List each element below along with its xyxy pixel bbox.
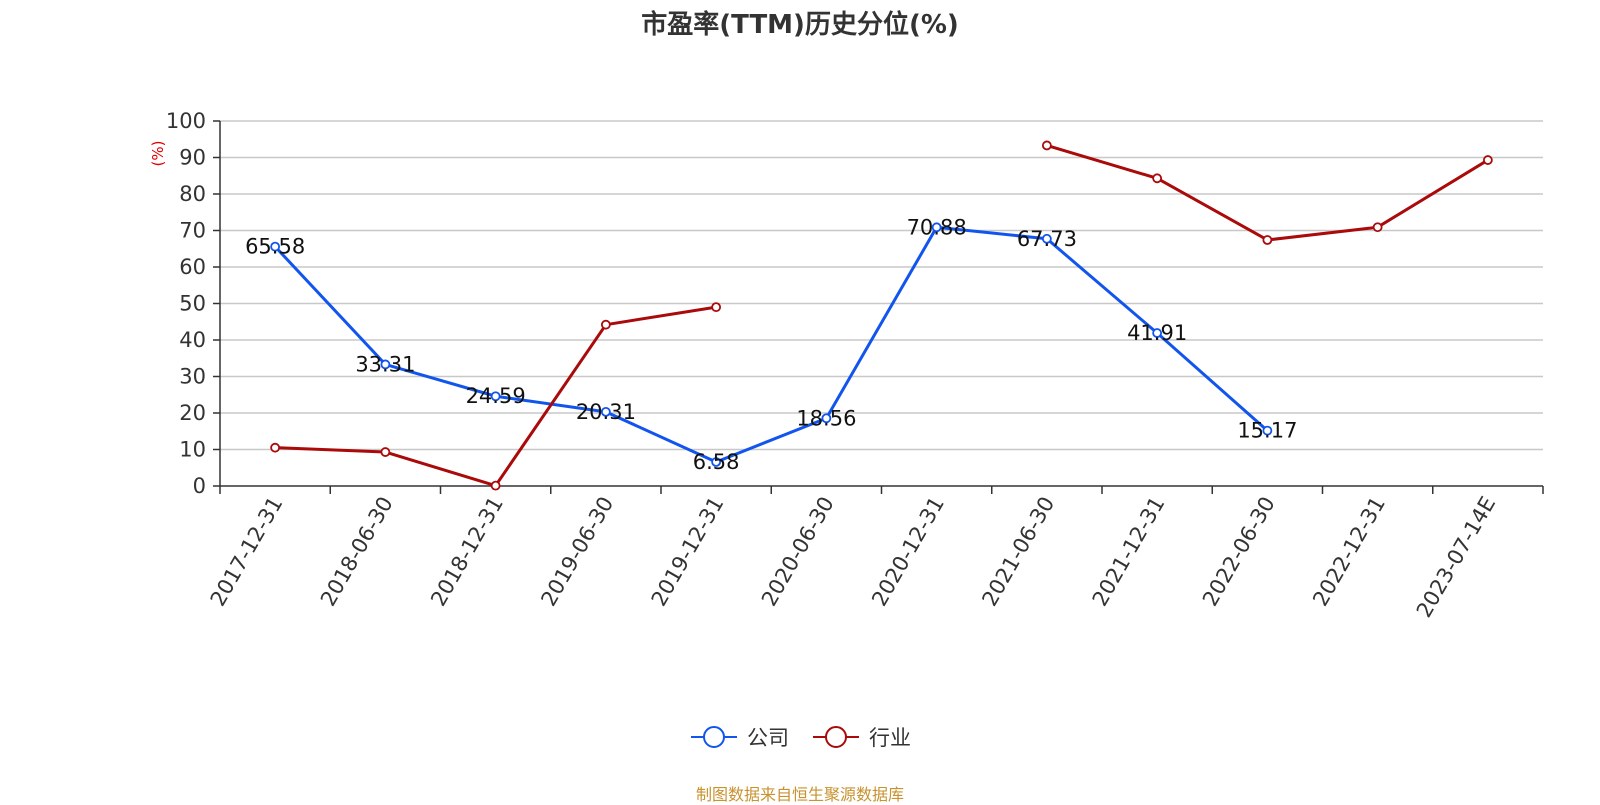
data-point bbox=[1262, 235, 1273, 245]
series-0 bbox=[274, 225, 1269, 464]
data-label: 15.17 bbox=[1237, 419, 1297, 443]
data-point bbox=[270, 241, 281, 252]
y-tick-label: 70 bbox=[179, 219, 206, 243]
series-line bbox=[274, 225, 1269, 464]
data-point bbox=[1041, 140, 1052, 151]
data-point bbox=[1041, 233, 1052, 244]
data-point bbox=[1152, 173, 1163, 184]
x-tick-label: 2021-06-30 bbox=[977, 493, 1059, 611]
y-tick-label: 20 bbox=[179, 401, 206, 425]
data-label: 24.59 bbox=[466, 384, 526, 408]
data-point bbox=[490, 480, 501, 491]
data-point bbox=[1372, 222, 1383, 233]
data-point bbox=[711, 457, 722, 467]
data-point bbox=[380, 447, 391, 457]
y-tick-label: 10 bbox=[179, 438, 206, 462]
legend-label-company: 公司 bbox=[747, 726, 789, 750]
data-point bbox=[600, 319, 611, 330]
data-label: 65.58 bbox=[245, 235, 305, 259]
data-point bbox=[270, 442, 281, 453]
chart-title: 市盈率(TTM)历史分位(%) bbox=[641, 10, 959, 40]
data-label: 18.56 bbox=[796, 406, 856, 430]
legend-item-industry[interactable]: 行业 bbox=[811, 722, 911, 752]
data-label: 70.88 bbox=[907, 215, 967, 239]
data-point bbox=[1262, 425, 1273, 436]
data-point bbox=[380, 359, 391, 370]
data-point bbox=[1482, 155, 1493, 165]
data-point bbox=[821, 413, 832, 424]
legend-item-company[interactable]: 公司 bbox=[689, 722, 789, 752]
x-tick-label: 2018-06-30 bbox=[316, 493, 398, 611]
legend-label-industry: 行业 bbox=[869, 726, 911, 750]
x-tick-label: 2020-12-31 bbox=[867, 493, 949, 611]
y-tick-label: 80 bbox=[179, 182, 206, 206]
data-label: 67.73 bbox=[1017, 227, 1077, 251]
x-tick-label: 2022-06-30 bbox=[1198, 493, 1280, 611]
data-point bbox=[711, 302, 722, 313]
series-line bbox=[1046, 144, 1489, 242]
data-point bbox=[1152, 328, 1163, 338]
data-source-note: 制图数据来自恒生聚源数据库 bbox=[695, 785, 904, 804]
data-point bbox=[490, 391, 501, 402]
x-tick-label: 2019-06-30 bbox=[536, 493, 618, 611]
data-label: 6.58 bbox=[693, 450, 740, 474]
y-axis-label: (%) bbox=[149, 141, 167, 167]
legend-industry-marker-icon bbox=[813, 726, 859, 748]
y-tick-label: 0 bbox=[193, 474, 206, 498]
chart-legend: 公司 行业 bbox=[0, 722, 1600, 752]
x-tick-label: 2021-12-31 bbox=[1088, 493, 1170, 611]
x-tick-label: 2019-12-31 bbox=[647, 493, 729, 611]
data-point bbox=[600, 406, 611, 417]
x-tick-label: 2022-12-31 bbox=[1308, 493, 1390, 611]
data-label: 20.31 bbox=[576, 400, 636, 424]
y-tick-label: 50 bbox=[179, 292, 206, 316]
data-label: 41.91 bbox=[1127, 321, 1187, 345]
series-1 bbox=[275, 144, 1489, 488]
x-tick-label: 2018-12-31 bbox=[426, 493, 508, 611]
x-tick-label: 2017-12-31 bbox=[206, 493, 288, 611]
legend-company-marker-icon bbox=[691, 726, 737, 748]
y-tick-label: 40 bbox=[179, 328, 206, 352]
y-tick-label: 30 bbox=[179, 365, 206, 389]
data-label: 33.31 bbox=[355, 352, 415, 376]
x-tick-label: 2023-07-14E bbox=[1412, 493, 1500, 622]
data-point bbox=[931, 222, 942, 233]
y-tick-label: 60 bbox=[179, 255, 206, 279]
x-tick-label: 2020-06-30 bbox=[757, 493, 839, 611]
y-tick-label: 100 bbox=[166, 109, 206, 133]
y-tick-label: 90 bbox=[179, 146, 206, 170]
